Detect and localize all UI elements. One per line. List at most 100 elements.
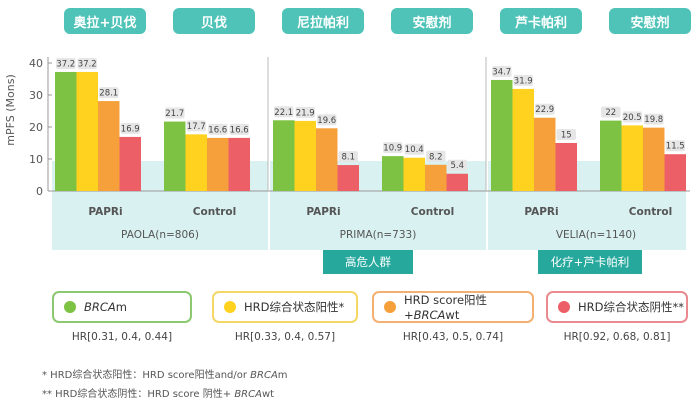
- y-tick-label: 30: [29, 89, 43, 102]
- value-label: 15: [561, 131, 572, 141]
- value-label: 19.6: [317, 116, 336, 126]
- value-label: 28.1: [99, 89, 118, 99]
- trial-label: PRIMA(n=733): [340, 229, 417, 241]
- value-label-bg: [404, 143, 424, 155]
- bar-1-2: [207, 137, 229, 191]
- legend-label: BRCAm: [84, 300, 127, 314]
- trial-label: VELIA(n=1140): [556, 229, 636, 241]
- legend-label: HRD score阳性+BRCAwt: [404, 293, 488, 322]
- value-label: 21.9: [296, 108, 315, 118]
- bar-4-3: [555, 143, 577, 191]
- value-label: 37.2: [78, 59, 97, 69]
- legend-swatch: [558, 301, 570, 313]
- legend-label: HRD综合状态阳性*: [244, 300, 345, 314]
- value-label-bg: [56, 57, 76, 69]
- legend-label: HRD综合状态阴性**: [578, 300, 684, 314]
- value-label: 21.7: [165, 109, 184, 119]
- bar-0-1: [76, 71, 98, 191]
- bar-3-2: [425, 164, 447, 191]
- group-label: Control: [629, 206, 672, 218]
- y-axis-label: mPFS (Mons): [4, 74, 17, 145]
- bar-0-2: [98, 101, 120, 191]
- bar-4-2: [534, 117, 556, 191]
- value-label-bg: [644, 113, 664, 125]
- y-tick-label: 20: [29, 121, 43, 134]
- value-label-bg: [274, 106, 294, 118]
- population-ribbon: 高危人群: [323, 250, 413, 274]
- bar-2-2: [316, 128, 338, 191]
- bar-4-1: [512, 88, 534, 191]
- value-label-bg: [120, 122, 140, 134]
- bar-3-1: [403, 157, 425, 191]
- legend-swatch: [384, 301, 396, 313]
- value-label: 10.9: [383, 144, 402, 154]
- value-label: 22.9: [535, 105, 554, 115]
- hazard-ratio-label: HR[0.92, 0.68, 0.81]: [563, 331, 671, 343]
- drug-header: 尼拉帕利: [282, 8, 364, 34]
- value-label-bg: [426, 150, 446, 162]
- bar-1-3: [228, 137, 250, 191]
- value-label-bg: [165, 107, 185, 119]
- drug-header: 贝伐: [173, 8, 255, 34]
- value-label-bg: [665, 140, 685, 152]
- value-label: 10.4: [405, 145, 424, 155]
- value-label-bg: [513, 74, 533, 86]
- bar-5-2: [643, 127, 665, 191]
- bar-4-0: [491, 79, 513, 191]
- value-label-bg: [447, 159, 467, 171]
- value-label: 17.7: [187, 122, 206, 132]
- bar-5-1: [621, 125, 643, 191]
- value-label-bg: [556, 129, 576, 140]
- group-label: Control: [193, 206, 236, 218]
- bar-1-1: [185, 134, 207, 191]
- value-label: 16.6: [230, 125, 249, 135]
- bar-0-0: [55, 71, 77, 191]
- legend-swatch: [64, 301, 76, 313]
- value-label-bg: [535, 103, 555, 115]
- value-label-bg: [99, 87, 119, 99]
- value-label: 8.2: [429, 152, 443, 162]
- value-label: 20.5: [623, 113, 642, 123]
- bar-0-3: [119, 136, 141, 191]
- bar-5-0: [600, 120, 622, 191]
- value-label: 8.1: [341, 153, 355, 163]
- value-label-bg: [338, 151, 358, 163]
- value-label-bg: [186, 120, 206, 132]
- drug-header: 安慰剂: [391, 8, 473, 34]
- bar-1-0: [164, 121, 186, 191]
- value-label: 34.7: [492, 67, 511, 77]
- bar-5-3: [664, 154, 686, 191]
- value-label: 19.8: [644, 115, 663, 125]
- value-label: 16.6: [208, 125, 227, 135]
- trial-label: PAOLA(n=806): [121, 229, 199, 241]
- value-label-bg: [77, 57, 97, 69]
- value-label: 11.5: [666, 142, 685, 152]
- value-label: 31.9: [514, 76, 533, 86]
- group-label: PAPRi: [524, 206, 558, 218]
- value-label: 22.1: [274, 108, 293, 118]
- group-label: PAPRi: [306, 206, 340, 218]
- footnote: * HRD综合状态阳性：HRD score阳性and/or BRCAm: [42, 370, 288, 381]
- value-label: 5.4: [450, 161, 464, 171]
- y-tick-label: 0: [36, 185, 43, 198]
- bar-2-0: [273, 120, 295, 191]
- bar-3-3: [446, 173, 468, 191]
- hazard-ratio-label: HR[0.33, 0.4, 0.57]: [234, 331, 336, 343]
- legend-item: HRD score阳性+BRCAwt: [372, 291, 534, 323]
- value-label: 22: [605, 108, 616, 118]
- bar-2-3: [337, 165, 359, 191]
- value-label-bg: [383, 142, 403, 154]
- bar-2-1: [294, 120, 316, 191]
- drug-header: 芦卡帕利: [500, 8, 582, 34]
- value-label-bg: [208, 123, 228, 135]
- legend-item: HRD综合状态阳性*: [212, 291, 358, 323]
- hazard-ratio-label: HR[0.31, 0.4, 0.44]: [71, 331, 173, 343]
- group-label: PAPRi: [88, 206, 122, 218]
- footnote: ** HRD综合状态阴性：HRD score 阴性+ BRCAwt: [42, 389, 275, 400]
- drug-header: 安慰剂: [609, 8, 691, 34]
- legend-item: HRD综合状态阴性**: [546, 291, 688, 323]
- population-ribbon: 化疗+芦卡帕利: [538, 250, 642, 274]
- hazard-ratio-label: HR[0.43, 0.5, 0.74]: [402, 331, 504, 343]
- value-label: 16.9: [121, 124, 140, 134]
